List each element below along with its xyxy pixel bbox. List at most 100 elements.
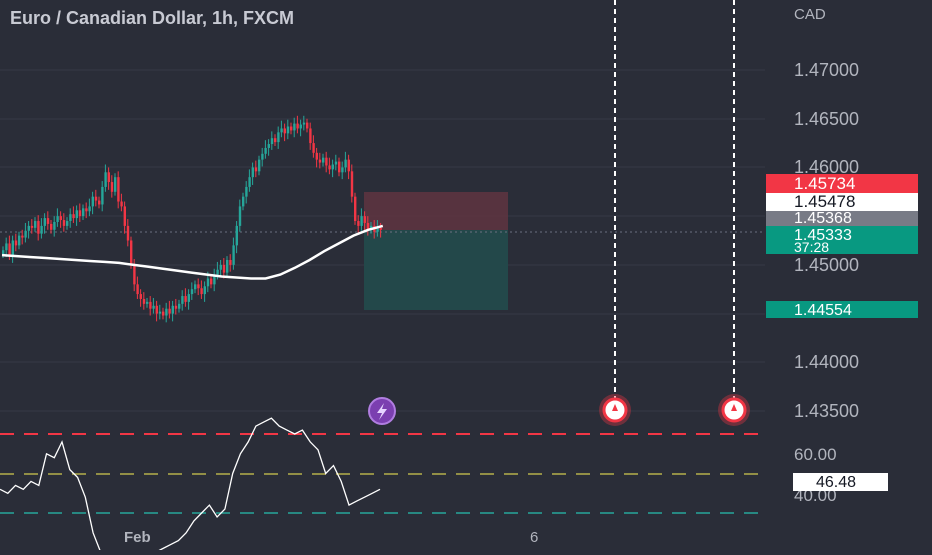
candles [2, 115, 382, 323]
current-price-label: 1.45333 [794, 227, 852, 244]
candle [318, 159, 322, 163]
candle [149, 301, 152, 309]
candle [158, 311, 162, 314]
candle [267, 144, 270, 148]
candle [210, 278, 213, 285]
stop-loss-zone[interactable] [364, 192, 508, 230]
maple-leaf [731, 404, 737, 411]
candle [242, 196, 245, 207]
candle [363, 216, 366, 223]
candle [43, 218, 46, 226]
candle [331, 164, 334, 170]
candle [328, 165, 331, 170]
candle [126, 225, 130, 241]
candle [315, 152, 318, 160]
candle [344, 159, 347, 168]
candle [139, 294, 142, 299]
candle [62, 220, 66, 226]
current-price-badge [766, 226, 918, 254]
candle [379, 227, 382, 230]
candle [357, 221, 360, 226]
candle [2, 250, 5, 255]
candle [24, 230, 27, 238]
candle [184, 296, 187, 302]
axis-label: 1.43500 [794, 401, 859, 421]
candle [213, 274, 216, 285]
candle [59, 216, 62, 221]
candle [123, 206, 126, 226]
candle [88, 206, 91, 212]
candle [334, 161, 338, 165]
candle [82, 208, 85, 217]
rsi-value-badge [793, 473, 888, 491]
candle [229, 259, 232, 265]
candle [222, 264, 226, 273]
candle [165, 308, 168, 316]
maple-leaf [612, 404, 618, 411]
candle [261, 153, 264, 160]
candle [69, 214, 72, 222]
candle [168, 308, 171, 314]
candle [75, 210, 78, 219]
time-axis-label: Feb [124, 529, 151, 546]
candle [203, 286, 206, 295]
axis-label: 1.44000 [794, 352, 859, 372]
candle [46, 218, 50, 224]
candle [366, 222, 370, 230]
candle [325, 157, 328, 166]
candle [107, 172, 110, 183]
lightning-glyph [377, 403, 387, 420]
price-badge-white [766, 193, 918, 211]
candle [350, 171, 354, 197]
lightning-marker[interactable] [368, 397, 396, 425]
candle [286, 126, 290, 134]
candle [376, 227, 379, 232]
candle [98, 200, 101, 205]
candle [30, 225, 34, 228]
price-badge-grey [766, 211, 918, 226]
canada-event-marker[interactable] [718, 394, 750, 426]
candle [130, 240, 133, 265]
candle [264, 147, 267, 154]
candle [162, 311, 165, 316]
candle [296, 123, 299, 129]
candle [258, 159, 261, 172]
candle [34, 221, 37, 228]
candle [101, 186, 104, 205]
candle [283, 128, 286, 134]
candle [251, 167, 254, 178]
candle [152, 305, 155, 309]
candle [232, 245, 235, 265]
candle [136, 284, 139, 295]
candle [8, 243, 11, 256]
candle [341, 167, 344, 173]
candle [85, 208, 88, 212]
candle [354, 196, 357, 222]
candle [360, 216, 363, 226]
axis-label: 1.46000 [794, 157, 859, 177]
candle [302, 122, 306, 125]
candle [5, 243, 8, 251]
candle [270, 138, 274, 145]
candle [200, 288, 203, 295]
candle [50, 223, 53, 230]
candle [226, 259, 229, 273]
take-profit-zone[interactable] [364, 230, 508, 310]
candle [322, 157, 325, 163]
candle [120, 201, 123, 207]
candle [110, 182, 114, 192]
candle [18, 235, 21, 246]
candle [312, 143, 315, 153]
candle [72, 214, 75, 219]
candle [174, 305, 178, 309]
candle [66, 221, 69, 226]
candle [40, 225, 43, 234]
candle [306, 122, 309, 129]
candle [194, 284, 197, 290]
candle [78, 210, 82, 217]
canada-event-marker[interactable] [599, 394, 631, 426]
candle [254, 167, 258, 172]
candle [245, 186, 248, 197]
